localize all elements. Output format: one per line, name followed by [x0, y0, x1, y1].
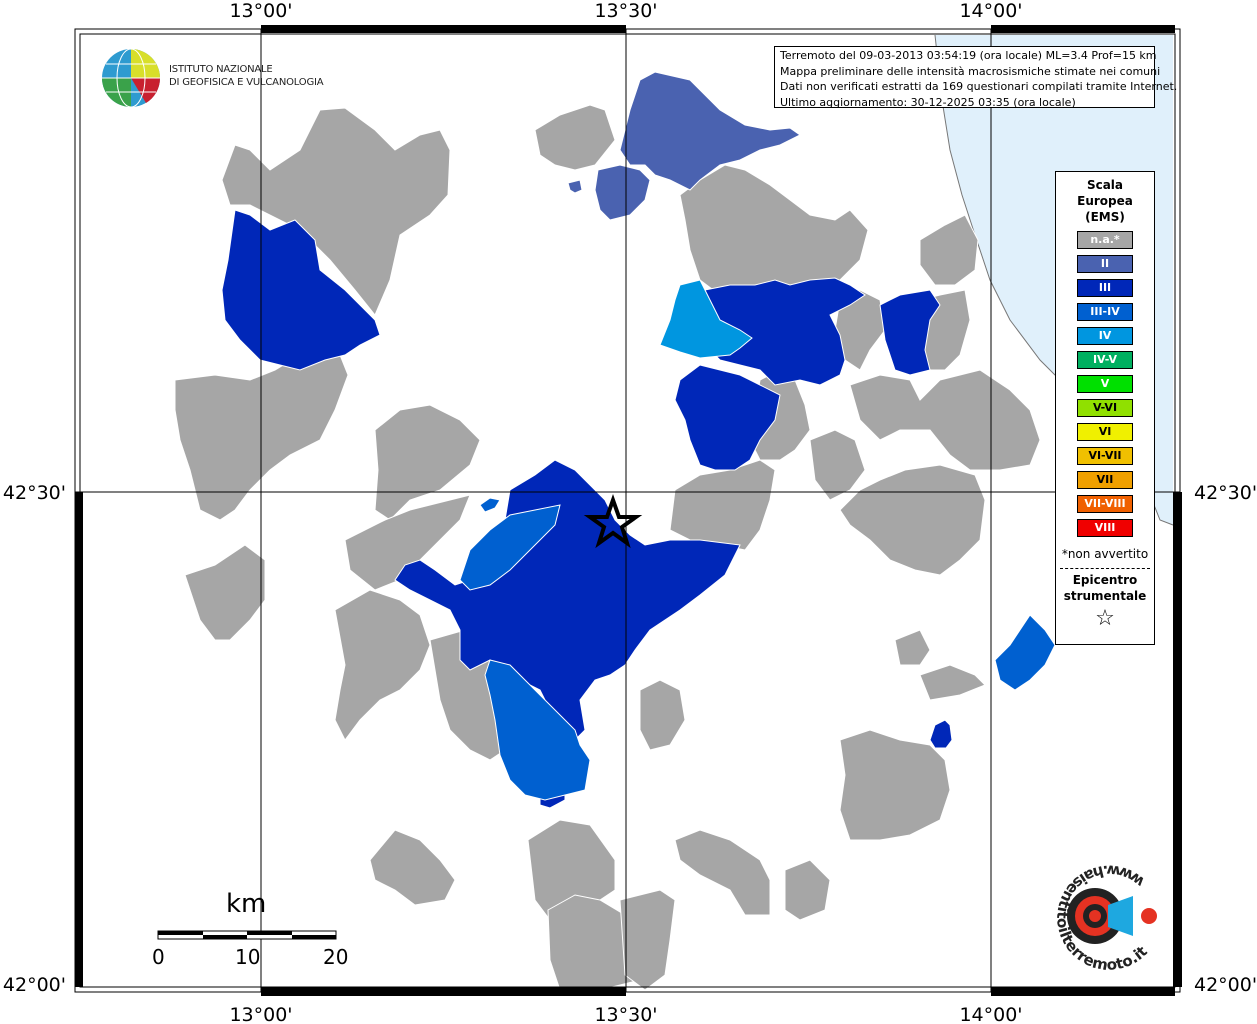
- legend-item: VI-VII: [1077, 447, 1133, 465]
- legend-epicenter-2: strumentale: [1063, 589, 1147, 603]
- map-frame: [74, 25, 1182, 996]
- municipalities-iii-iv: [459, 497, 1056, 801]
- info-line-4: Ultimo aggiornamento: 30-12-2025 03:35 (…: [780, 95, 1076, 109]
- legend-item: IV-V: [1077, 351, 1133, 369]
- legend-title-2: Europea: [1077, 194, 1133, 208]
- bottom-label-3: 14°00': [959, 1004, 1022, 1024]
- info-line-3: Dati non verificati estratti da 169 ques…: [780, 80, 1178, 93]
- legend-item: II: [1077, 255, 1133, 273]
- right-label-2: 42°00': [1194, 974, 1257, 996]
- event-info-box: Terremoto del 09-03-2013 03:54:19 (ora l…: [774, 46, 1178, 109]
- top-label-3: 14°00': [959, 0, 1022, 22]
- left-label-2: 42°00': [3, 974, 66, 996]
- bottom-label-2: 13°30': [594, 1004, 657, 1024]
- legend-title-3: (EMS): [1085, 210, 1125, 224]
- legend-title: Scala Europea (EMS): [1056, 177, 1154, 225]
- left-label-1: 42°30': [3, 482, 66, 504]
- legend-item: III-IV: [1077, 303, 1133, 321]
- scale-unit: km: [226, 889, 267, 919]
- legend-note: *non avvertito: [1061, 547, 1149, 561]
- legend-star-icon: ☆: [1095, 606, 1115, 631]
- legend-item: VIII: [1077, 519, 1133, 537]
- epicenter-star: [583, 493, 643, 549]
- info-line-1: Terremoto del 09-03-2013 03:54:19 (ora l…: [780, 49, 1157, 62]
- municipalities-ii: [567, 71, 801, 221]
- hsit-logo-icon: www.haisentitoilterremoto.it: [1053, 861, 1157, 974]
- ingv-line-2: DI GEOFISICA E VULCANOLOGIA: [169, 77, 324, 88]
- legend-item: VII: [1077, 471, 1133, 489]
- legend-item: V: [1077, 375, 1133, 393]
- legend-item: n.a.*: [1077, 231, 1133, 249]
- scale-bar: [157, 930, 337, 940]
- legend-divider: [1060, 568, 1150, 569]
- legend-title-1: Scala: [1086, 178, 1124, 192]
- legend-item: IV: [1077, 327, 1133, 345]
- legend-item: VII-VIII: [1077, 495, 1133, 513]
- ingv-line-1: ISTITUTO NAZIONALE: [169, 64, 273, 75]
- bottom-label-1: 13°00': [229, 1004, 292, 1024]
- ingv-logo-icon: [102, 48, 161, 108]
- info-line-2: Mappa preliminare delle intensità macros…: [780, 64, 1161, 78]
- ems-legend: Scala Europea (EMS) n.a.* II III III-IV IV IV…: [1055, 171, 1155, 645]
- legend-epicenter-1: Epicentro: [1072, 573, 1138, 587]
- graticule: [75, 29, 1180, 992]
- ingv-logo-text: ISTITUTO NAZIONALE DI GEOFISICA E VULCAN…: [169, 63, 324, 89]
- legend-item: V-VI: [1077, 399, 1133, 417]
- top-label-2: 13°30': [594, 0, 657, 22]
- legend-item: VI: [1077, 423, 1133, 441]
- legend-epicenter: Epicentro strumentale: [1056, 572, 1154, 604]
- legend-item: III: [1077, 279, 1133, 297]
- top-label-1: 13°00': [229, 0, 292, 22]
- municipalities-na: [174, 104, 1041, 991]
- scale-label-0: 0: [152, 945, 165, 969]
- legend-items: n.a.* II III III-IV IV IV-V V V-VI VI VI-VII VII VI…: [1056, 231, 1154, 537]
- scale-label-20: 20: [323, 945, 349, 969]
- scale-label-10: 10: [235, 945, 261, 969]
- municipalities-iv: [659, 279, 753, 359]
- right-label-1: 42°30': [1194, 482, 1257, 504]
